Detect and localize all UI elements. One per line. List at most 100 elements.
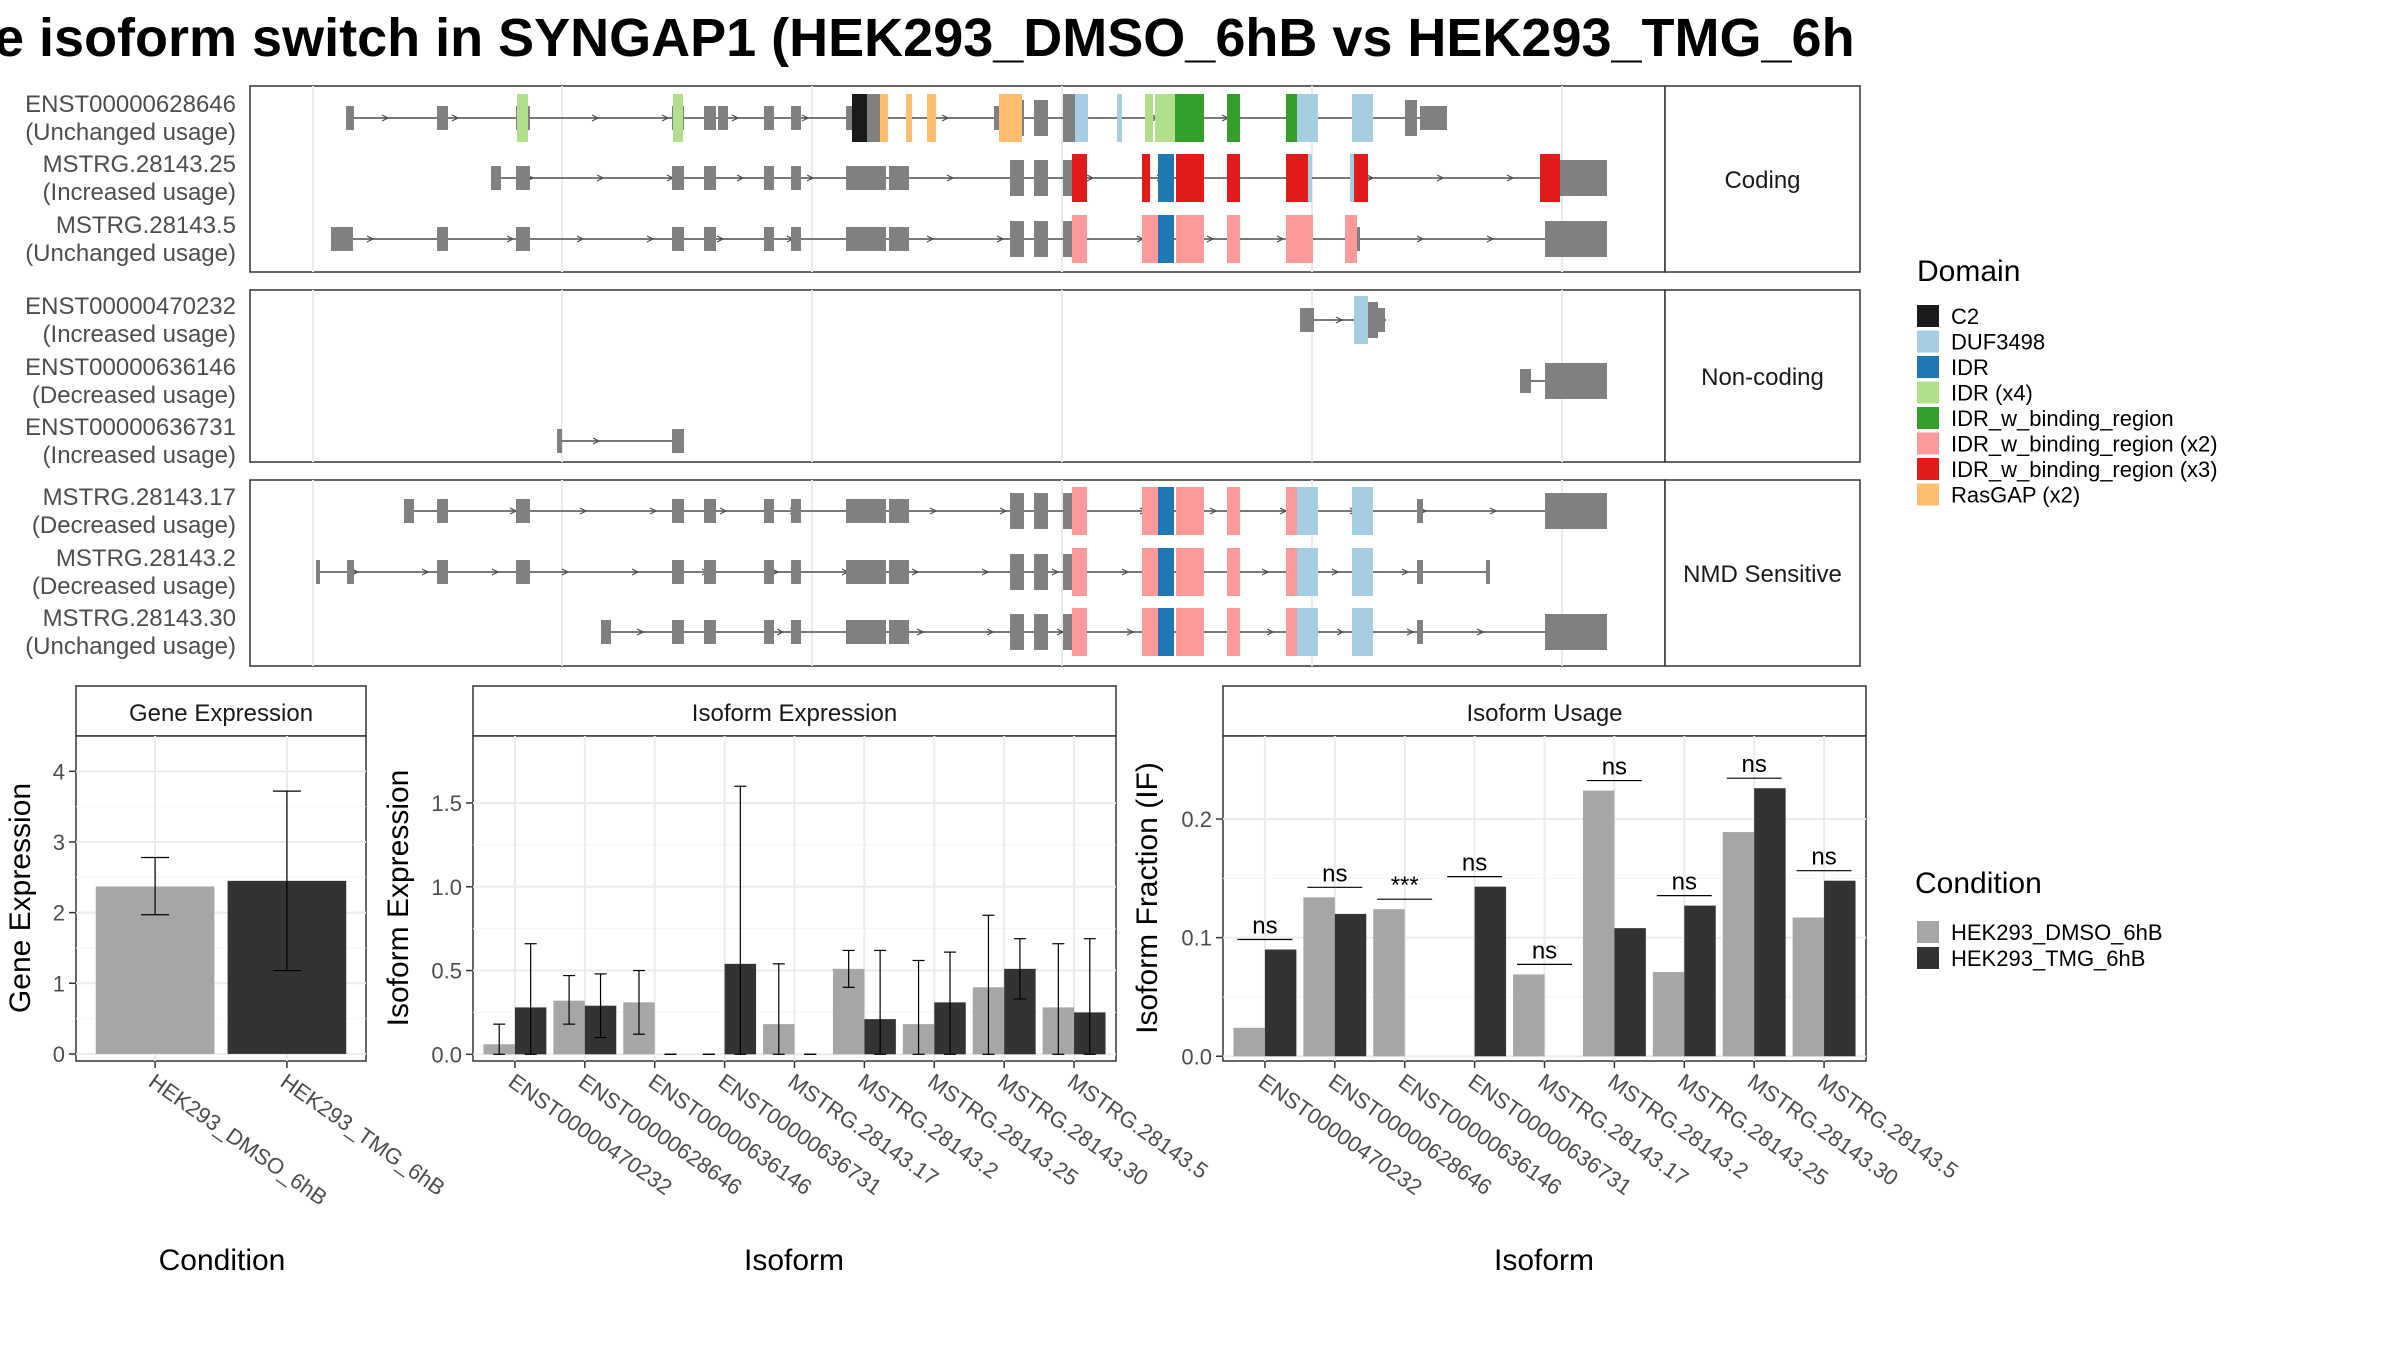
exon-coding [1063,160,1072,196]
bar [1474,886,1507,1057]
transcript-name: MSTRG.28143.5 [56,212,236,239]
direction-arrow [1121,568,1130,576]
y-tick-label: 0.0 [1181,1044,1212,1069]
transcript-model [331,215,1607,263]
direction-arrow [981,568,990,576]
domain-block [1175,94,1204,142]
legend-label: IDR_w_binding_region [1951,406,2174,431]
legend-label: IDR_w_binding_region (x3) [1951,457,2218,482]
domain-block [1176,608,1204,656]
exon [704,166,716,190]
direction-arrow [1209,507,1218,515]
bar [1722,832,1755,1057]
y-tick-label: 3 [53,830,65,855]
domain-block [517,94,528,142]
domain-block [1308,154,1312,202]
exon-utr [1420,106,1447,130]
direction-arrow [731,114,740,122]
transcript-usage: (Decreased usage) [32,382,236,409]
direction-arrow [1486,235,1495,243]
exon-coding [1063,221,1072,257]
direction-arrow [1406,628,1415,636]
structure-panel [249,85,1666,273]
exon [404,499,414,523]
exon [764,499,774,523]
direction-arrow [591,114,600,122]
direction-arrow [1366,174,1375,182]
direction-arrow [1336,628,1345,636]
significance-label: ns [1811,844,1836,871]
facet-label-coding: Coding [1724,167,1800,194]
exon [791,227,801,251]
bar [1334,913,1367,1057]
legend-label: HEK293_DMSO_6hB [1951,920,2163,945]
legend-label: HEK293_TMG_6hB [1951,946,2145,971]
exon [889,560,909,584]
domain-block [1352,94,1373,142]
panel-strip [1222,685,1867,737]
legend-label: IDR (x4) [1951,381,2033,406]
direction-arrow [366,235,375,243]
direction-arrow [561,568,570,576]
y-tick-label: 0.5 [431,959,462,984]
exon-coding [1034,554,1048,590]
exon-coding [1545,363,1607,399]
domain-block [1072,608,1087,656]
direction-arrow [1476,628,1485,636]
exon [316,560,320,584]
y-axis-title: Isoform Expression [382,770,415,1027]
domain-block [1227,548,1240,596]
direction-arrow [1051,568,1060,576]
transcript-name: MSTRG.28143.25 [43,151,236,178]
domain-block [1142,154,1150,202]
exon [764,620,774,644]
exon-coding [1034,221,1048,257]
domain-block [1063,94,1075,142]
exon [889,620,909,644]
panel-title: Gene Expression [129,700,313,727]
exon [437,499,448,523]
exon-coding [1368,302,1378,338]
direction-arrow [1436,174,1445,182]
legend-label: RasGAP (x2) [1951,483,2080,508]
domain-block [880,94,888,142]
domain-block [999,94,1022,142]
direction-arrow [801,114,810,122]
panel-title: Isoform Usage [1466,700,1622,727]
domain-block [1155,94,1176,142]
transcript-model [316,548,1490,596]
y-axis-title: Gene Expression [4,783,37,1013]
transcript-name: ENST00000636731 [25,414,236,441]
direction-arrow [929,507,938,515]
direction-arrow [986,628,995,636]
y-tick-label: 0.1 [1181,926,1212,951]
exon [672,227,684,251]
x-axis-title: Condition [159,1244,286,1277]
domain-block [1286,94,1297,142]
exon-coding [1010,554,1024,590]
domain-block [1158,548,1174,596]
direction-arrow [381,114,390,122]
domain-block [1297,548,1318,596]
domain-block [1072,154,1087,202]
direction-arrow [806,174,815,182]
y-tick-label: 1.5 [431,791,462,816]
bar [1792,917,1825,1057]
direction-arrow [1331,568,1340,576]
transcript-model [491,154,1607,202]
domain-block [1286,154,1308,202]
domain-block [1286,487,1297,535]
domain-block [1072,548,1087,596]
exon-coding [1405,100,1417,136]
y-axis-title: Isoform Fraction (IF) [1131,762,1164,1034]
significance-label: ns [1322,860,1347,887]
domain-block [1297,608,1318,656]
transcript-usage: (Unchanged usage) [25,240,236,267]
exon-utr [1560,166,1607,190]
domain-block [1176,487,1204,535]
domain-block [673,94,683,142]
direction-arrow [596,174,605,182]
transcript-model [557,429,684,453]
